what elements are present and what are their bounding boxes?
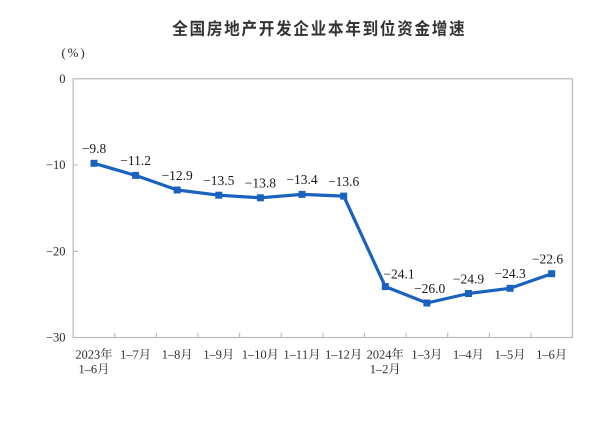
svg-text:−11.2: −11.2 <box>120 153 151 168</box>
svg-text:−30: −30 <box>46 331 66 345</box>
svg-text:0: 0 <box>59 72 65 86</box>
svg-text:(%): (%) <box>61 45 86 60</box>
svg-text:−9.8: −9.8 <box>82 141 107 156</box>
svg-text:−22.6: −22.6 <box>532 252 563 267</box>
svg-text:−10: −10 <box>46 158 66 172</box>
svg-text:−24.9: −24.9 <box>453 271 484 286</box>
svg-text:−24.3: −24.3 <box>494 266 525 281</box>
svg-text:−24.1: −24.1 <box>383 266 414 281</box>
svg-text:−13.6: −13.6 <box>328 174 359 189</box>
svg-text:−13.8: −13.8 <box>245 176 276 191</box>
svg-text:−26.0: −26.0 <box>414 281 445 296</box>
svg-text:−13.5: −13.5 <box>203 173 234 188</box>
svg-text:−13.4: −13.4 <box>286 172 317 187</box>
svg-text:−12.9: −12.9 <box>162 168 193 183</box>
svg-text:−20: −20 <box>46 245 66 259</box>
